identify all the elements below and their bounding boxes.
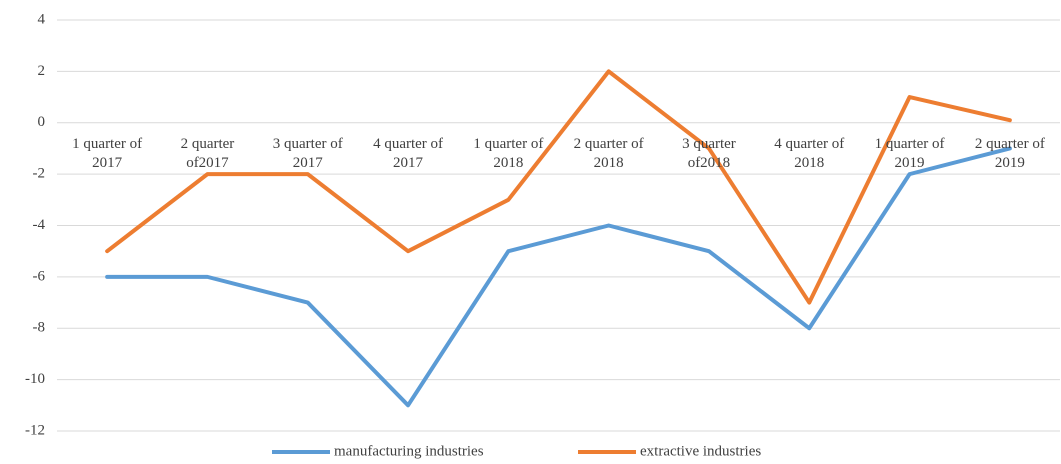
y-tick-label: 4 xyxy=(38,11,46,27)
y-tick-label: -4 xyxy=(33,217,46,233)
y-tick-label: -6 xyxy=(33,268,46,284)
series-line xyxy=(105,69,1012,305)
y-tick-label: -12 xyxy=(25,422,45,438)
x-tick-label: 2 quarter of2017 xyxy=(180,135,235,171)
x-tick-label: 1 quarter of 2017 xyxy=(72,135,143,171)
y-tick-label: 2 xyxy=(38,63,46,79)
x-tick-label: 1 quarter of 2018 xyxy=(473,135,544,171)
y-tick-label: -2 xyxy=(33,166,46,182)
x-tick-label: 2 quarter of 2019 xyxy=(974,135,1045,171)
x-tick-label: 4 quarter of 2018 xyxy=(774,135,845,171)
x-tick-label: 2 quarter of 2018 xyxy=(573,135,644,171)
x-tick-label: 3 quarter of2018 xyxy=(682,135,736,171)
x-tick-label: 3 quarter of 2017 xyxy=(272,135,343,171)
legend-label: extractive industries xyxy=(640,443,761,459)
x-tick-label: 4 quarter of 2017 xyxy=(373,135,444,171)
legend-label: manufacturing industries xyxy=(334,443,484,459)
y-tick-label: -8 xyxy=(33,320,46,336)
y-tick-label: -10 xyxy=(25,371,45,387)
x-tick-label: 1 quarter of 2019 xyxy=(874,135,945,171)
y-tick-label: 0 xyxy=(38,114,46,130)
series-line xyxy=(105,146,1012,408)
